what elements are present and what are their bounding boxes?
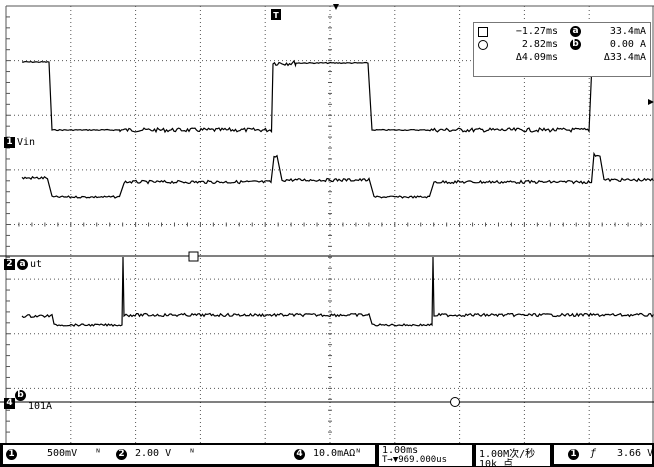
cursor-b-circle-marker <box>450 397 460 407</box>
vin-auxiliary-trace <box>21 151 654 199</box>
ch2-bw-icon: ᴺ <box>189 448 196 459</box>
status-ch1-badge: 1 <box>6 449 17 460</box>
cursor2-circle-icon <box>478 40 488 50</box>
ch4-name: 101A <box>28 401 53 412</box>
cursor-b-value: 0.00 A <box>609 39 646 50</box>
ch1-scale: 500mV <box>47 448 78 459</box>
status-ch2-badge: 2 <box>116 449 127 460</box>
record-length: 10k 点 <box>479 459 514 466</box>
trigger-source-badge: 1 <box>568 449 579 460</box>
cursor-markers[interactable] <box>188 251 460 407</box>
trigger-position-marker[interactable]: T <box>271 9 281 20</box>
cursor1-square-icon <box>478 27 488 37</box>
ch1-label[interactable]: 1 Vin <box>4 137 35 148</box>
cursor-a-readout-badge: a <box>570 26 581 37</box>
delta-value: Δ33.4mA <box>603 52 646 63</box>
cursor-readout-panel: −1.27ms a 33.4mA 2.82ms b 0.00 A Δ4.09ms… <box>473 22 651 77</box>
status-ch4-badge: 4 <box>294 449 305 460</box>
delta-row: Δ4.09ms Δ33.4mA <box>474 51 650 64</box>
trigger-slope-icon: ƒ <box>590 448 597 459</box>
ch2-name: ut <box>30 259 43 270</box>
trigger-position-glyph: T <box>273 11 279 20</box>
graticule <box>5 5 654 443</box>
acquisition-panel[interactable]: 1.00M次/秒 10k 点 <box>476 445 550 466</box>
ch1-trace <box>21 59 602 134</box>
waveform-traces <box>21 59 654 327</box>
ch4-number-badge: 4 <box>4 397 15 409</box>
trigger-arrow-icon <box>333 4 339 10</box>
cursor-a-value: 33.4mA <box>609 26 646 37</box>
trigger-level: 3.66 V <box>617 448 652 459</box>
cursor-a-badge: a <box>17 259 28 270</box>
ch1-name: Vin <box>17 137 36 148</box>
status-bar: 1 500mV ᴺ 2 2.00 V ᴺ 4 10.0mAΩᴺ 1.00ms T… <box>0 443 654 467</box>
ch4-scale: 10.0mAΩᴺ <box>313 448 362 459</box>
cursor2-time: 2.82ms <box>521 39 558 50</box>
waveform-display[interactable]: T <box>0 0 654 443</box>
trigger-position-readout: T→▼969.000us <box>382 455 448 465</box>
right-edge-arrow-icon <box>648 99 654 105</box>
trigger-panel[interactable]: 1 ƒ 3.66 V <box>554 445 652 464</box>
cursor1-time: −1.27ms <box>515 26 558 37</box>
ch1-number-badge: 1 <box>4 137 15 148</box>
sample-rate: 1.00M次/秒 <box>479 449 536 460</box>
ch2-label[interactable]: 2 a ut <box>4 259 42 270</box>
ch2-trace <box>21 256 654 327</box>
vertical-scale-panel[interactable]: 1 500mV ᴺ 2 2.00 V ᴺ 4 10.0mAΩᴺ <box>3 445 375 464</box>
ch2-scale: 2.00 V <box>135 448 172 459</box>
cursor1-row: −1.27ms a 33.4mA <box>474 25 650 38</box>
timebase: 1.00ms <box>382 445 419 456</box>
cursor2-row: 2.82ms b 0.00 A <box>474 38 650 51</box>
ch4-label[interactable]: b 4 101A <box>4 389 52 412</box>
delta-time: Δ4.09ms <box>515 52 558 63</box>
horizontal-panel[interactable]: 1.00ms T→▼969.000us <box>379 445 472 466</box>
cursor-b-readout-badge: b <box>570 39 581 50</box>
cursor-a-square-marker <box>188 251 199 262</box>
reference-lines <box>0 255 654 403</box>
ch1-bw-icon: ᴺ <box>95 448 102 459</box>
cursor-b-badge: b <box>15 389 26 401</box>
ch2-number-badge: 2 <box>4 259 15 270</box>
